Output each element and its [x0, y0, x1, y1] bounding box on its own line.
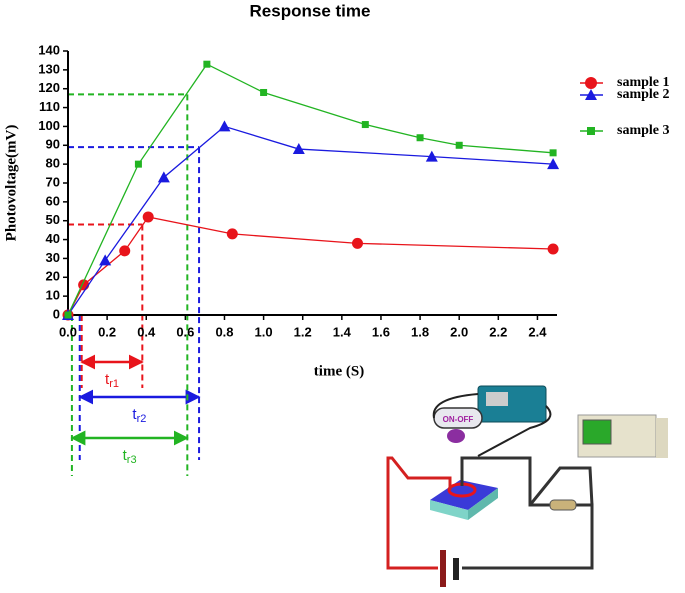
point: [351, 237, 363, 249]
series-line: [67, 125, 554, 316]
point: [134, 160, 142, 168]
x-tick-label: 1.2: [294, 324, 312, 339]
rise-label-main: t: [132, 406, 137, 423]
x-tick-label: 2.2: [489, 324, 507, 339]
x-tick-label: 2.0: [450, 324, 468, 339]
device-side: [430, 500, 468, 520]
y-tick-label: 30: [46, 250, 60, 265]
x-tick-label: 1.0: [255, 324, 273, 339]
series-line: [67, 63, 554, 316]
wire-red: [386, 456, 452, 570]
point: [549, 149, 557, 157]
legend-marker: [587, 127, 595, 135]
x-tick-label: 0.2: [98, 324, 116, 339]
x-tick-label: 1.8: [411, 324, 429, 339]
point: [99, 254, 112, 266]
point: [64, 311, 72, 319]
x-tick-label: 0.4: [137, 324, 156, 339]
y-tick-label: 100: [38, 118, 60, 133]
point: [218, 120, 231, 132]
point: [157, 171, 170, 183]
resistor: [549, 499, 577, 511]
usb-port: [486, 392, 508, 406]
x-tick-label: 0.6: [176, 324, 194, 339]
y-tick-label: 10: [46, 288, 60, 303]
x-tick-label: 0.0: [59, 324, 77, 339]
point: [547, 243, 559, 255]
rise-label-sub: r1: [109, 378, 119, 390]
point: [455, 141, 463, 149]
rise-label-main: t: [123, 447, 128, 464]
point: [416, 134, 424, 142]
oscilloscope-screen: [582, 419, 612, 445]
point: [425, 150, 438, 162]
y-tick-label: 70: [46, 174, 60, 189]
legend-marker: [585, 77, 597, 89]
y-tick-label: 80: [46, 156, 60, 171]
point: [260, 88, 268, 96]
switch-button: [447, 429, 465, 443]
rise-label: tr3: [123, 447, 137, 466]
y-tick-label: 140: [38, 42, 60, 57]
rise-label: tr2: [132, 406, 146, 425]
y-tick-label: 40: [46, 231, 60, 246]
point: [547, 158, 560, 170]
x-tick-label: 0.8: [215, 324, 233, 339]
circuit-diagram: ON-OFF: [386, 385, 668, 587]
oscilloscope-side: [656, 418, 668, 458]
point: [119, 245, 131, 257]
series-line: [67, 216, 554, 316]
switch-label: ON-OFF: [443, 415, 474, 424]
x-axis-label: time (S): [314, 363, 364, 379]
y-tick-label: 90: [46, 137, 60, 152]
legend-label: sample 2: [617, 87, 670, 102]
x-tick-label: 2.4: [528, 324, 547, 339]
legend-marker: [585, 89, 597, 100]
rise-label-main: t: [105, 371, 110, 388]
x-tick-label: 1.6: [372, 324, 390, 339]
point: [203, 60, 211, 68]
rise-label-sub: r2: [137, 413, 147, 425]
point: [361, 121, 369, 129]
wire-black: [460, 456, 594, 570]
legend-label: sample 3: [617, 123, 670, 138]
legend-label: sample 1: [617, 75, 670, 90]
y-tick-label: 60: [46, 193, 60, 208]
wire: [477, 405, 552, 457]
rise-label-sub: r3: [127, 454, 137, 466]
point: [292, 143, 305, 155]
y-tick-label: 0: [53, 306, 60, 321]
point: [226, 228, 238, 240]
y-axis-label: Photovoltage(mV): [3, 125, 19, 242]
rise-label: tr1: [105, 371, 119, 390]
chart-title: Response time: [250, 1, 371, 20]
y-tick-label: 130: [38, 61, 60, 76]
x-tick-label: 1.4: [333, 324, 352, 339]
device-side: [468, 488, 498, 520]
y-tick-label: 120: [38, 80, 60, 95]
point: [142, 211, 154, 223]
y-tick-label: 20: [46, 269, 60, 284]
wire: [432, 393, 479, 419]
y-tick-label: 50: [46, 212, 60, 227]
y-tick-label: 110: [39, 99, 60, 114]
wire-black: [528, 466, 594, 506]
